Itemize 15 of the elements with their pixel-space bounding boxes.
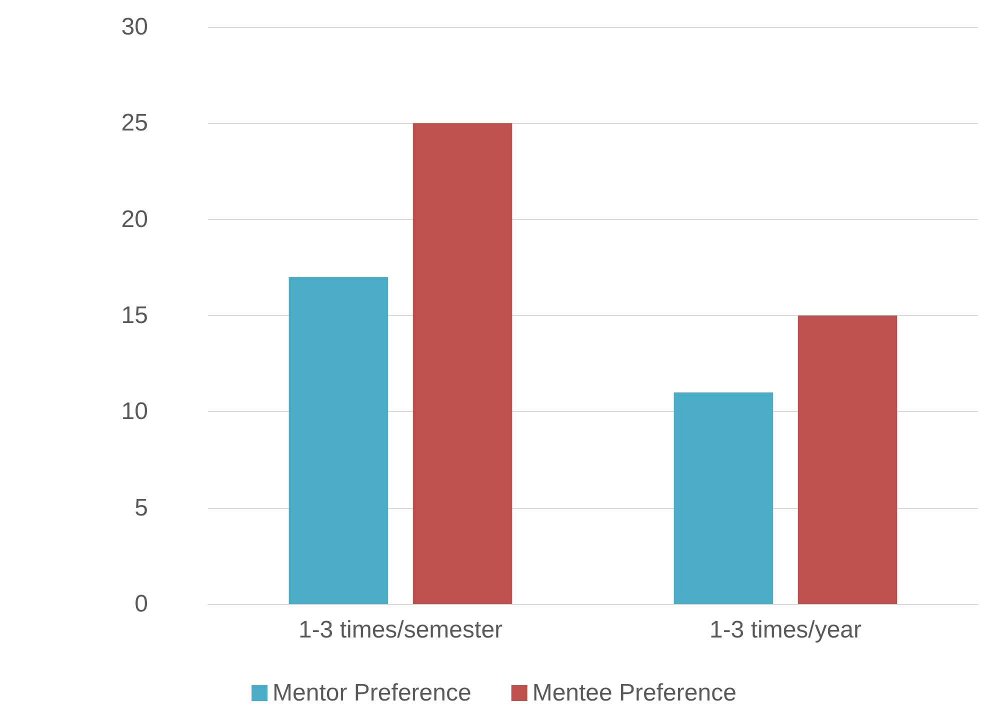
- x-tick-label: 1-3 times/year: [709, 616, 862, 644]
- bar: [674, 392, 774, 604]
- y-tick-label: 20: [121, 206, 148, 233]
- y-tick-label: 25: [121, 110, 148, 137]
- y-tick-label: 15: [121, 302, 148, 329]
- x-tick-label: 1-3 times/semester: [298, 616, 503, 644]
- legend-label: Mentee Preference: [532, 680, 736, 706]
- legend-label: Mentor Preference: [272, 680, 472, 706]
- y-tick-label: 5: [134, 494, 148, 522]
- y-tick-label: 10: [121, 398, 148, 426]
- bar: [798, 316, 898, 604]
- y-tick-label: 0: [134, 590, 148, 618]
- bar: [412, 123, 512, 604]
- y-tick-label: 30: [121, 14, 148, 40]
- bar: [288, 277, 388, 604]
